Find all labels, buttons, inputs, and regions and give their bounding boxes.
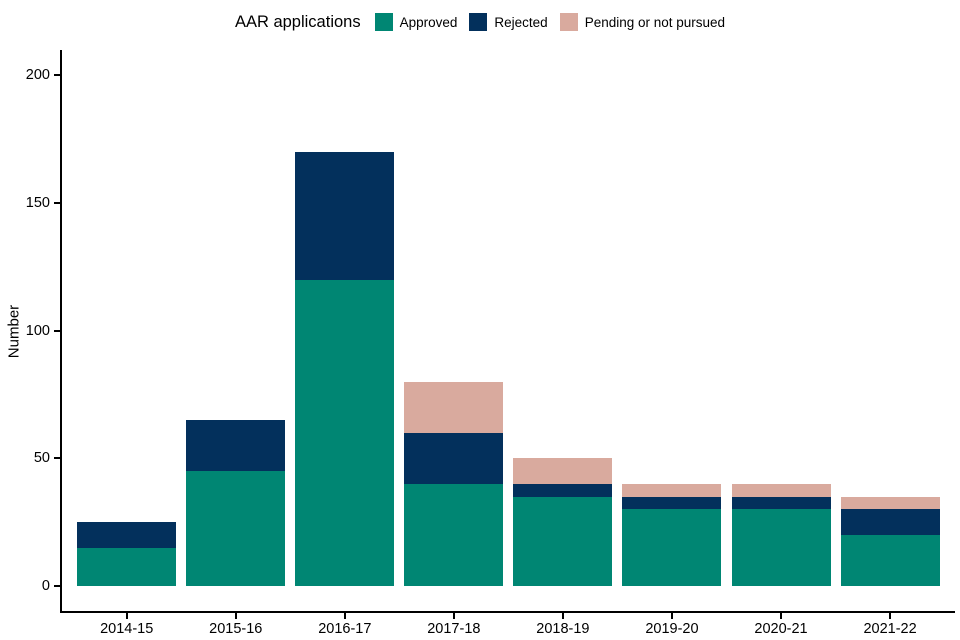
legend-swatch-icon — [469, 13, 488, 31]
legend-item-2: Pending or not pursued — [559, 13, 726, 31]
y-tick-mark — [54, 201, 60, 204]
bar-segment-approved-2017-18 — [404, 484, 504, 586]
bar-segment-rejected-2018-19 — [513, 484, 613, 497]
y-tick-mark — [54, 74, 60, 77]
x-tick-mark — [343, 613, 346, 619]
bar-segment-approved-2016-17 — [295, 280, 395, 586]
x-tick-label: 2019-20 — [645, 621, 699, 637]
y-tick-label: 0 — [41, 578, 50, 594]
x-tick-mark — [780, 613, 782, 619]
y-tick-mark — [54, 457, 60, 460]
bar-segment-rejected-2015-16 — [186, 420, 286, 471]
y-tick-label: 150 — [25, 194, 50, 211]
bar-segment-pending-or-not-pursued-2018-19 — [513, 458, 613, 484]
y-tick-mark — [54, 329, 60, 332]
y-tick-label: 200 — [25, 67, 50, 84]
bar-segment-rejected-2016-17 — [295, 152, 395, 280]
legend-swatch-icon — [559, 13, 578, 31]
bar-segment-approved-2015-16 — [186, 471, 286, 586]
bar-segment-approved-2020-21 — [731, 509, 831, 586]
bar-segment-pending-or-not-pursued-2019-20 — [622, 484, 722, 497]
x-tick-mark — [889, 613, 892, 619]
x-axis-line — [60, 611, 955, 613]
x-tick-label: 2018-19 — [536, 621, 590, 637]
x-tick-mark — [670, 613, 673, 619]
y-axis-line — [60, 50, 62, 613]
bar-segment-rejected-2017-18 — [404, 433, 504, 484]
x-tick-mark — [125, 613, 128, 619]
bar-segment-rejected-2019-20 — [622, 497, 722, 509]
legend-title: AAR applications — [234, 12, 361, 31]
bar-segment-rejected-2021-22 — [840, 509, 940, 535]
legend-item-1: Rejected — [469, 13, 548, 31]
x-tick-label: 2017-18 — [427, 621, 481, 637]
y-tick-label: 50 — [33, 450, 50, 467]
legend: AAR applications Approved Rejected Pending… — [0, 6, 960, 38]
x-tick-label: 2015-16 — [209, 621, 263, 637]
bar-segment-pending-or-not-pursued-2017-18 — [404, 382, 504, 433]
bar-segment-pending-or-not-pursued-2021-22 — [840, 497, 940, 509]
x-tick-label: 2014-15 — [100, 621, 154, 637]
bar-segment-approved-2021-22 — [840, 535, 940, 586]
x-tick-label: 2016-17 — [318, 621, 372, 637]
bar-segment-approved-2018-19 — [513, 497, 613, 586]
x-tick-mark — [234, 613, 237, 619]
legend-label: Rejected — [494, 14, 548, 30]
x-tick-mark — [452, 613, 455, 619]
bar-segment-approved-2014-15 — [77, 548, 177, 586]
legend-item-0: Approved — [374, 13, 458, 31]
legend-label: Approved — [399, 14, 458, 30]
bar-segment-pending-or-not-pursued-2020-21 — [731, 484, 831, 497]
y-tick-mark — [54, 585, 60, 587]
bar-segment-rejected-2020-21 — [731, 497, 831, 509]
legend-swatch-icon — [374, 13, 393, 31]
x-tick-label: 2020-21 — [754, 621, 808, 637]
legend-label: Pending or not pursued — [584, 14, 726, 30]
x-tick-label: 2021-22 — [863, 621, 917, 637]
bar-segment-approved-2019-20 — [622, 509, 722, 586]
x-tick-mark — [561, 613, 564, 619]
legend-items: Approved Rejected Pending or not pursued — [374, 13, 726, 31]
bar-segment-rejected-2014-15 — [77, 522, 177, 548]
y-tick-label: 100 — [25, 322, 50, 339]
